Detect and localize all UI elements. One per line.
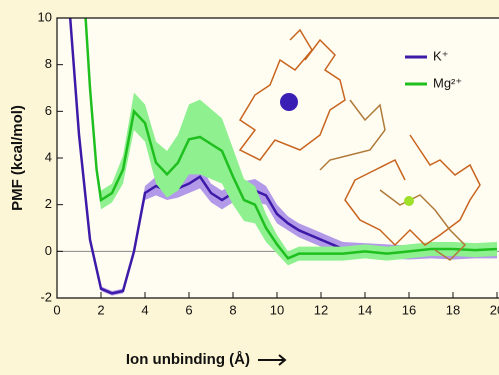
ion-sphere — [404, 196, 414, 206]
y-tick-label: 2 — [45, 196, 52, 211]
chart: K⁺Mg²⁺ PMF (kcal/mol) Ion unbinding (Å) … — [0, 0, 499, 370]
x-tick-label: 2 — [97, 302, 104, 317]
x-tick-label: 4 — [141, 302, 148, 317]
legend-label: Mg²⁺ — [433, 75, 462, 90]
x-tick-label: 8 — [229, 302, 236, 317]
x-tick-label: 16 — [402, 302, 416, 317]
x-tick-label: 18 — [446, 302, 460, 317]
y-tick-label: 6 — [45, 103, 52, 118]
y-tick-label: 0 — [45, 243, 52, 258]
x-tick-label: 14 — [358, 302, 372, 317]
y-axis-label: PMF (kcal/mol) — [9, 105, 26, 211]
y-tick-label: 4 — [45, 149, 52, 164]
x-tick-label: 12 — [314, 302, 328, 317]
x-axis-label: Ion unbinding (Å) — [126, 351, 250, 368]
legend-label: K⁺ — [433, 48, 449, 63]
x-tick-label: 20 — [490, 302, 499, 317]
x-tick-label: 6 — [185, 302, 192, 317]
x-axis-arrow — [258, 355, 285, 365]
ion-sphere — [280, 93, 298, 111]
y-tick-label: 10 — [38, 9, 52, 24]
y-tick-label: -2 — [40, 289, 52, 304]
page: {"chart_data": {"type": "line", "xlabel"… — [0, 0, 499, 375]
y-tick-label: 8 — [45, 56, 52, 71]
x-tick-label: 10 — [270, 302, 284, 317]
x-tick-label: 0 — [53, 302, 60, 317]
